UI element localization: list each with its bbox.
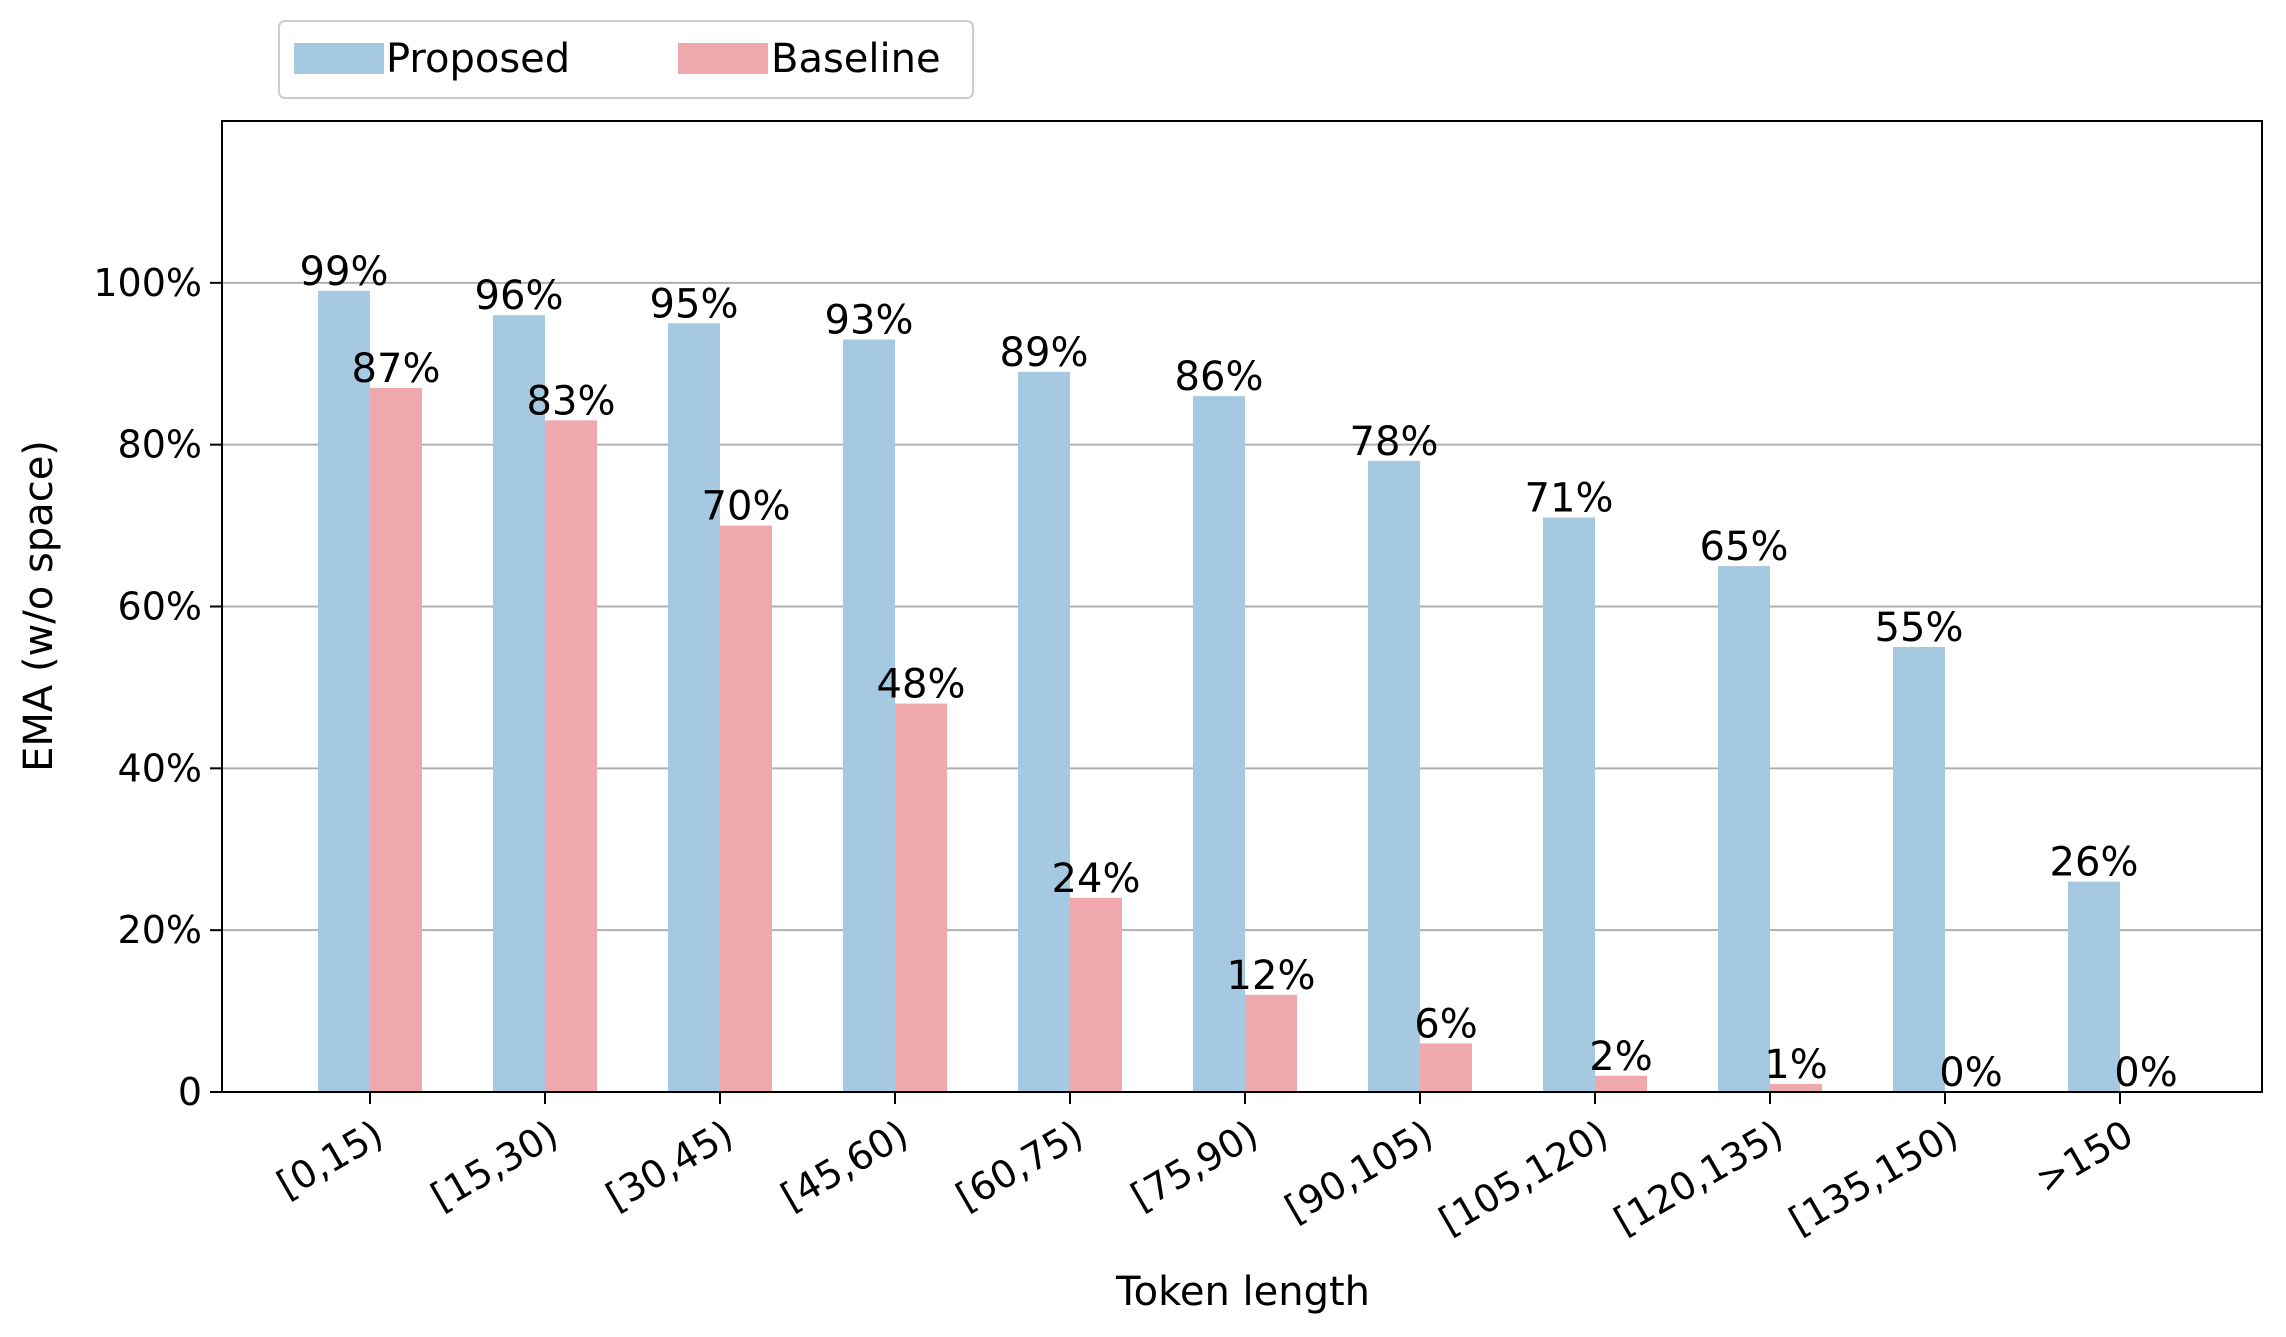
data-label-baseline: 2% (1589, 1034, 1652, 1080)
data-label-baseline: 12% (1227, 953, 1316, 999)
x-tick-label: [15,30) (424, 1112, 566, 1219)
data-label-proposed: 26% (2050, 840, 2139, 886)
y-axis-ticks: 0 20% 40% 60% 80% 100% (93, 261, 222, 1114)
y-tick-label: 60% (118, 585, 202, 629)
bar-proposed-15-30 (493, 315, 545, 1092)
bar-proposed-90-105 (1368, 460, 1420, 1093)
x-axis-ticks: [0,15) [15,30) [30,45) [45,60) [60,75) [75,90… (270, 1092, 2141, 1243)
bar-baseline-60-75 (1070, 897, 1122, 1092)
data-label-baseline: 6% (1414, 1001, 1477, 1047)
x-tick-label: [105,120) (1432, 1112, 1616, 1244)
y-tick-label: 80% (118, 423, 202, 467)
x-tick-label: [0,15) (270, 1112, 391, 1207)
bar-baseline-30-45 (720, 525, 772, 1092)
data-label-proposed: 78% (1350, 419, 1439, 465)
legend-label-proposed: Proposed (386, 36, 570, 82)
data-label-baseline: 87% (352, 346, 441, 392)
bar-baseline-0-15 (370, 388, 422, 1092)
y-tick-label: 40% (118, 746, 202, 790)
bar-proposed-0-15 (318, 290, 370, 1092)
x-tick-label: [90,105) (1278, 1112, 1441, 1231)
x-tick-label: [45,60) (774, 1112, 916, 1219)
data-label-baseline: 24% (1052, 856, 1141, 902)
data-label-proposed: 71% (1525, 475, 1614, 521)
bar-proposed-75-90 (1193, 396, 1245, 1092)
data-label-proposed: 95% (650, 281, 739, 327)
legend-swatch-baseline (678, 43, 768, 74)
bar-proposed-150 (2068, 881, 2120, 1092)
x-tick-label: >150 (2028, 1112, 2140, 1202)
bar-baseline-120-135 (1770, 1083, 1822, 1092)
bar-proposed-135-150 (1893, 646, 1945, 1092)
data-label-baseline: 0% (1939, 1050, 2002, 1096)
y-tick-label: 0 (178, 1070, 202, 1114)
bar-baseline-75-90 (1245, 994, 1297, 1092)
bar-proposed-45-60 (843, 339, 895, 1093)
data-label-baseline: 1% (1764, 1042, 1827, 1088)
data-label-proposed: 65% (1700, 524, 1789, 570)
data-label-proposed: 86% (1175, 354, 1264, 400)
bar-baseline-15-30 (545, 420, 597, 1092)
data-label-proposed: 89% (1000, 330, 1089, 376)
data-label-baseline: 70% (702, 484, 791, 530)
bar-proposed-30-45 (668, 323, 720, 1093)
bar-proposed-105-120 (1543, 517, 1595, 1092)
bar-proposed-60-75 (1018, 371, 1070, 1092)
y-tick-label: 100% (93, 261, 202, 305)
legend-frame (278, 20, 974, 99)
data-label-proposed: 55% (1875, 605, 1964, 651)
data-label-proposed: 96% (475, 273, 564, 319)
bars (318, 290, 2120, 1093)
data-label-baseline: 83% (527, 378, 616, 424)
data-label-proposed: 99% (300, 249, 389, 295)
x-tick-label: [135,150) (1782, 1112, 1966, 1244)
bar-baseline-105-120 (1595, 1075, 1647, 1092)
y-axis-label: EMA (w/o space) (16, 440, 62, 772)
legend-label-baseline: Baseline (771, 36, 941, 82)
y-tick-label: 20% (118, 908, 202, 952)
bar-baseline-45-60 (895, 703, 947, 1092)
x-tick-label: [75,90) (1124, 1112, 1266, 1219)
x-tick-label: [30,45) (599, 1112, 741, 1219)
data-labels: 99% 87% 96% 83% 95% 70% 93% 48% 89% 24% 86% 12% 78% 6… (300, 249, 2178, 1096)
bar-proposed-120-135 (1718, 566, 1770, 1092)
x-tick-label: [60,75) (949, 1112, 1091, 1219)
x-axis-label: Token length (1115, 1269, 1370, 1315)
data-label-proposed: 93% (825, 297, 914, 343)
data-label-baseline: 0% (2114, 1050, 2177, 1096)
x-tick-label: [120,135) (1607, 1112, 1791, 1244)
bar-baseline-90-105 (1420, 1043, 1472, 1092)
legend-swatch-proposed (294, 43, 384, 74)
legend: Proposed Baseline (278, 20, 974, 99)
data-label-baseline: 48% (877, 662, 966, 708)
